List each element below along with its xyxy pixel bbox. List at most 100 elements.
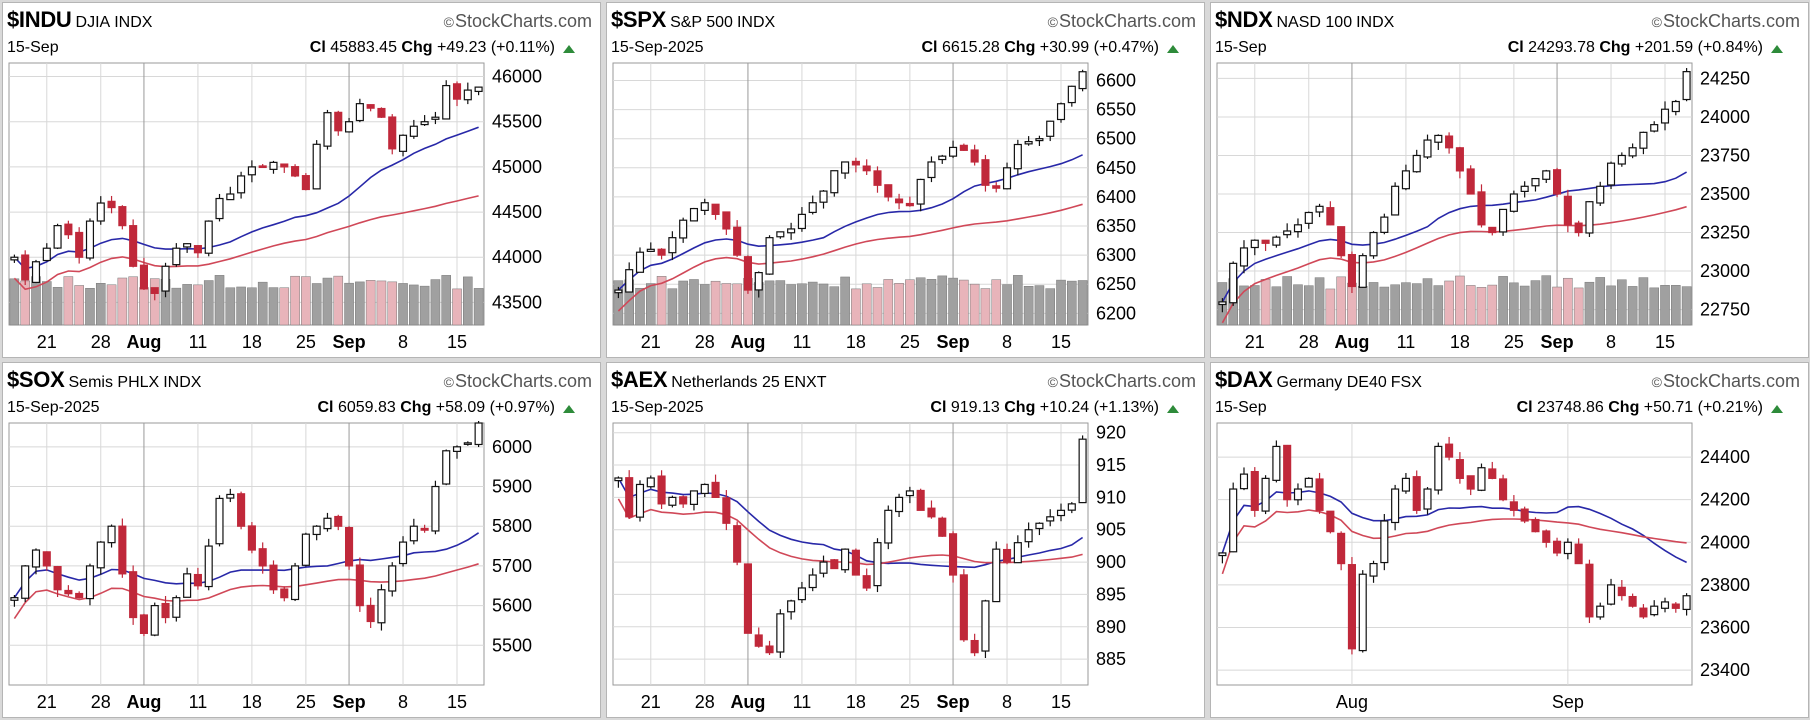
candle: [323, 109, 332, 150]
candle: [75, 227, 84, 264]
volume-bar: [1617, 279, 1627, 326]
candle: [916, 488, 925, 511]
candle: [797, 581, 806, 603]
candle: [1326, 510, 1335, 534]
y-tick-label: 5500: [492, 635, 532, 655]
volume-bar: [1638, 277, 1649, 326]
volume-bar: [42, 281, 52, 326]
chart-plot: 885 890 895 900 905 910 915 920 21 28 Aug 11 18 25 Sep…: [612, 422, 1126, 712]
up-arrow-icon: [1167, 405, 1179, 413]
candle: [657, 248, 666, 260]
x-tick-label: 21: [1245, 332, 1265, 352]
y-tick-label: 24000: [1700, 532, 1750, 552]
candle: [215, 495, 224, 547]
y-tick-label: 44500: [492, 202, 542, 222]
source-label: ©StockCharts.com: [444, 371, 592, 392]
volume-bar: [441, 275, 452, 326]
chart-symbol: $NDX: [1215, 7, 1273, 32]
chart-date: 15-Sep: [1215, 39, 1267, 56]
chart-exchange: INDX: [114, 14, 153, 31]
candle: [808, 568, 817, 592]
copyright-icon: ©: [1651, 374, 1662, 390]
candle: [398, 134, 408, 157]
volume-bar: [193, 284, 203, 326]
candle: [1585, 201, 1594, 238]
candle: [183, 567, 192, 598]
x-tick-label: 15: [1051, 332, 1071, 352]
candle: [193, 245, 202, 258]
ma-long-line: [617, 203, 1083, 312]
candle: [1035, 135, 1044, 146]
candle: [345, 526, 354, 570]
x-tick-label: 18: [242, 332, 262, 352]
candle: [614, 476, 623, 488]
x-tick-label: Sep: [333, 692, 366, 712]
y-tick-label: 6300: [1096, 245, 1136, 265]
candle: [895, 193, 904, 210]
change-value: +201.59 (+0.84%): [1634, 39, 1763, 56]
candle: [970, 144, 979, 166]
candle: [377, 107, 386, 118]
chart-panel-aex: $AEX Netherlands 25 ENXT ©StockCharts.com 15…: [606, 362, 1205, 718]
candle: [1499, 208, 1508, 236]
volume-bar: [613, 280, 624, 326]
candle: [1423, 487, 1432, 515]
candle: [1261, 475, 1270, 515]
candle: [905, 486, 914, 504]
chart-exchange: FSX: [1390, 374, 1422, 391]
x-tick-label: 8: [1002, 332, 1012, 352]
chart-subheader: 15-Sep-2025 Cl 6615.28 Chg +30.99 (+0.47%…: [611, 39, 1179, 59]
candle: [1283, 223, 1292, 239]
candle: [204, 220, 213, 257]
x-tick-label: 8: [398, 332, 408, 352]
candle: [646, 475, 655, 489]
chart-plot: 22750 23000 23250 23500 23750 24000 24250 21 28 A…: [1216, 62, 1750, 352]
chart-symbol: $INDU: [7, 7, 72, 32]
candle: [679, 217, 688, 243]
volume-bar: [1045, 288, 1056, 326]
chart-panel-ndx: $NDX NASD 100 INDX ©StockCharts.com 15-Sep Cl…: [1210, 2, 1809, 358]
candle: [1315, 203, 1324, 218]
candle: [75, 591, 84, 599]
y-tick-label: 6450: [1096, 158, 1136, 178]
candle: [1035, 522, 1044, 536]
close-label: Cl: [921, 39, 938, 56]
candle: [970, 633, 979, 657]
volume-bar: [980, 288, 991, 326]
volume-bar: [1013, 275, 1023, 326]
volume-bar: [117, 277, 128, 326]
ma-long-line: [1221, 205, 1687, 324]
volume-bar: [1465, 285, 1476, 326]
x-tick-label: 15: [1655, 332, 1675, 352]
candle: [1455, 146, 1464, 179]
candle: [700, 483, 709, 498]
candle: [938, 154, 947, 164]
chart-close-change: Cl 6059.83 Chg +58.09 (+0.97%): [317, 399, 555, 417]
candle: [895, 493, 904, 517]
volume-bar: [452, 288, 462, 326]
candle: [1671, 99, 1680, 116]
volume-bar: [171, 287, 182, 326]
candle: [312, 525, 321, 541]
chart-name: Semis PHLX: [68, 374, 160, 391]
candle: [345, 117, 354, 133]
volume-bar: [1034, 285, 1045, 326]
volume-bar: [829, 286, 840, 326]
volume-bar: [1519, 285, 1530, 326]
chart-name: Germany DE40: [1276, 374, 1387, 391]
volume-bar: [1476, 287, 1487, 326]
volume-bar: [818, 283, 829, 326]
candle: [733, 220, 742, 257]
candle: [226, 186, 235, 201]
candle: [1596, 602, 1605, 620]
volume-bar: [1303, 285, 1314, 326]
chart-close-change: Cl 24293.78 Chg +201.59 (+0.84%): [1508, 39, 1763, 57]
volume-bar: [1023, 286, 1034, 326]
volume-bar: [311, 283, 322, 326]
volume-bar: [1422, 278, 1433, 326]
candle: [301, 173, 310, 191]
x-tick-label: 28: [91, 332, 111, 352]
chart-date: 15-Sep-2025: [611, 399, 704, 416]
change-label: Chg: [1004, 399, 1036, 416]
candle: [646, 242, 655, 252]
